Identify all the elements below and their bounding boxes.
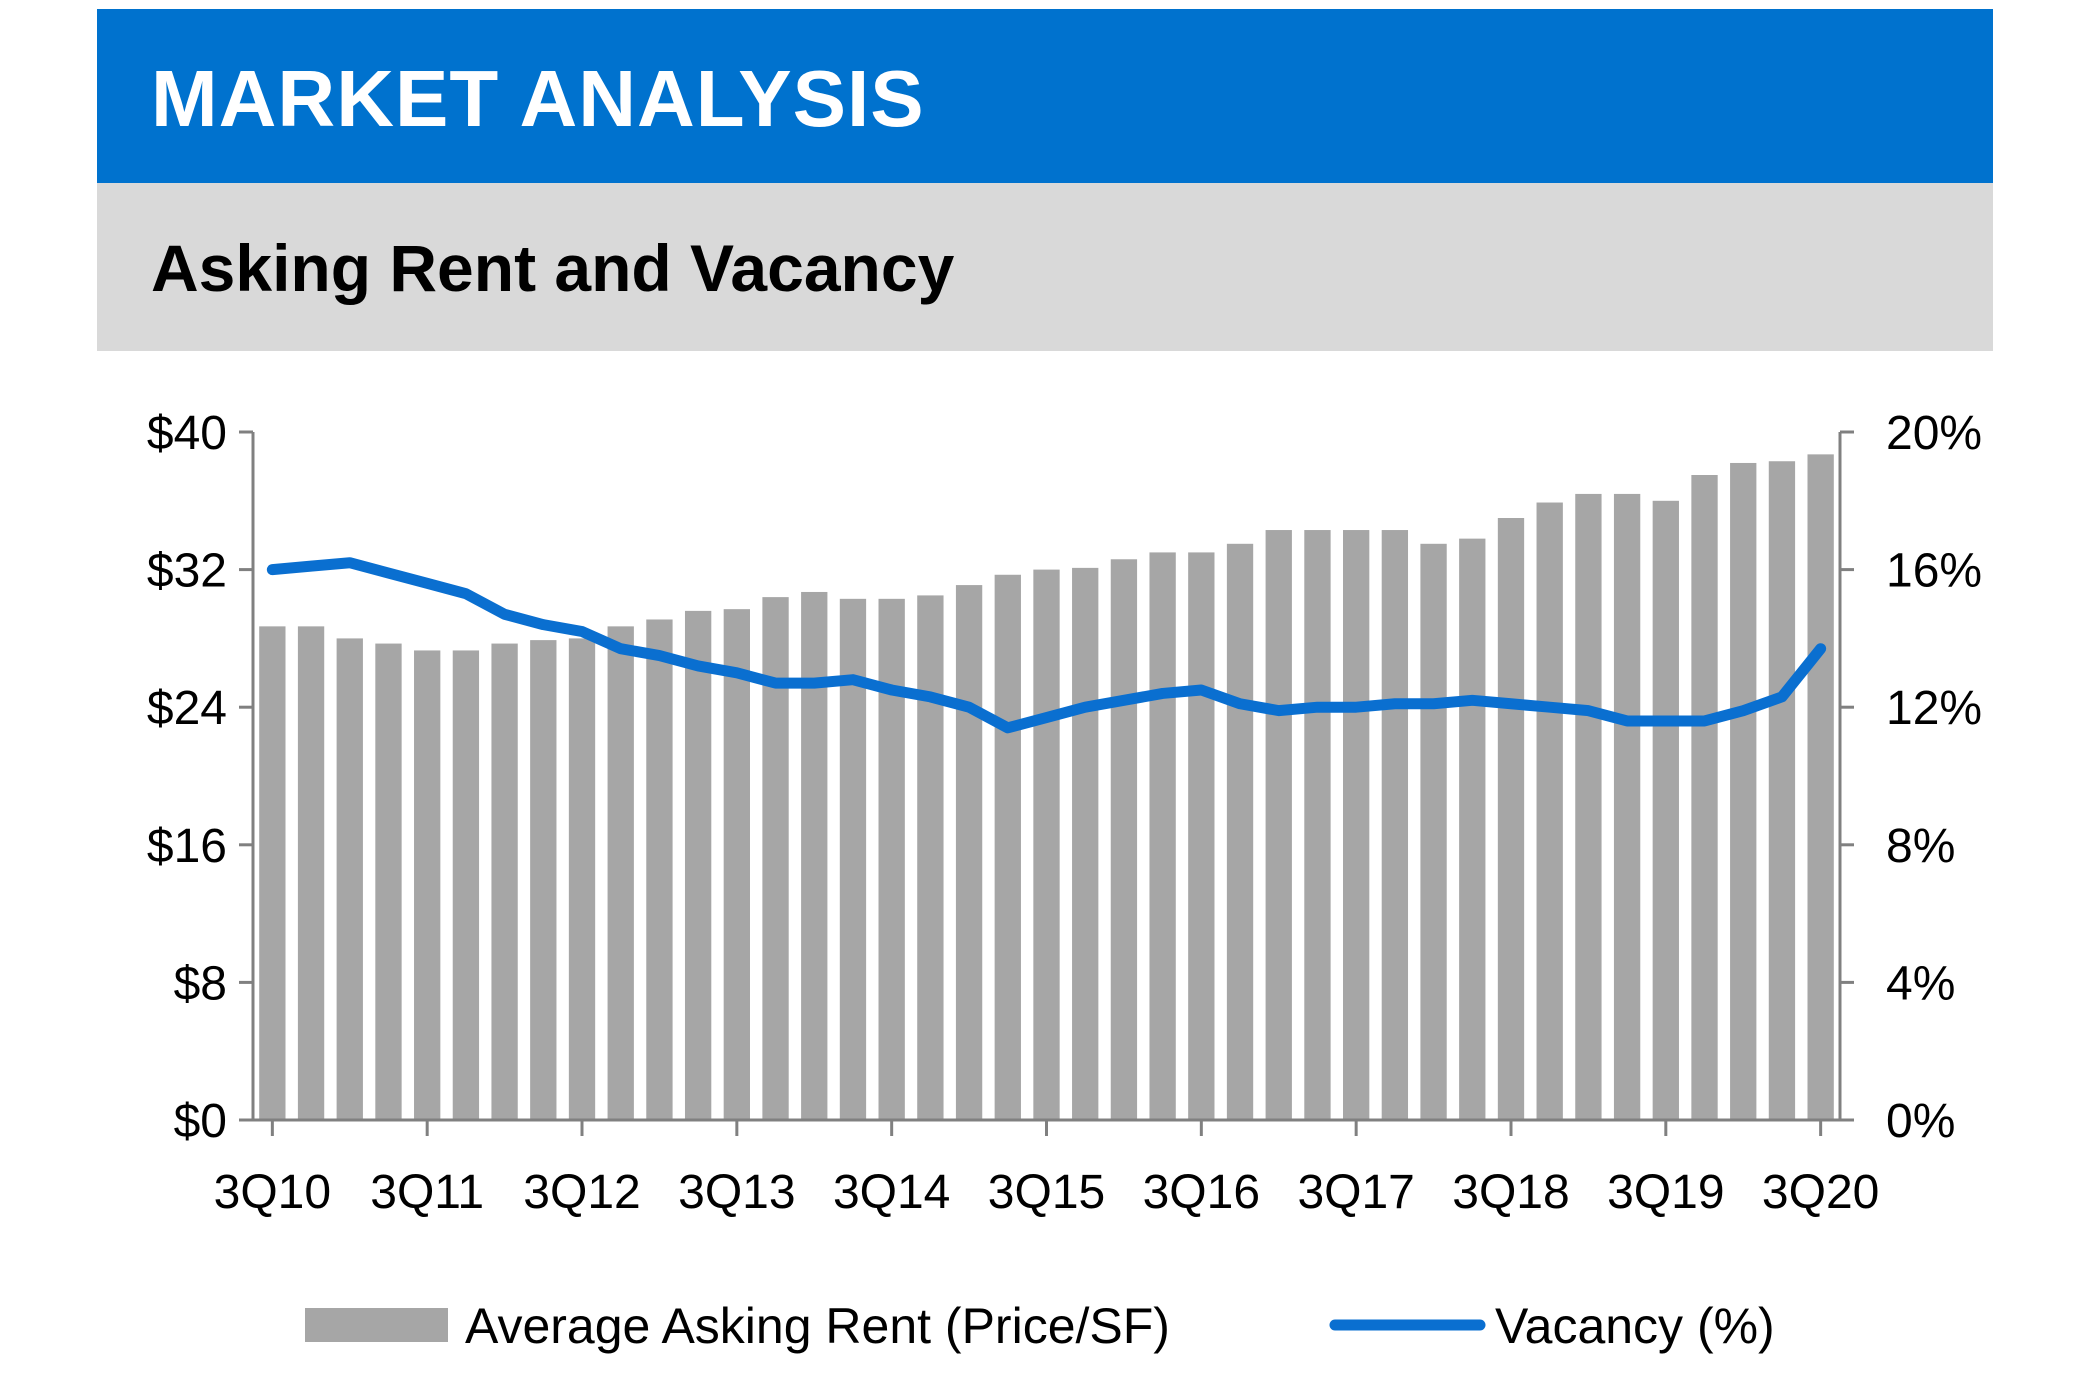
x-tick-label: 3Q18 bbox=[1452, 1166, 1569, 1219]
bar-1Q14 bbox=[801, 591, 828, 1120]
bar-2Q18 bbox=[1459, 538, 1486, 1120]
y-left-tick-label: $8 bbox=[174, 957, 227, 1010]
legend: Average Asking Rent (Price/SF) Vacancy (%… bbox=[305, 1298, 1775, 1354]
vacancy-line bbox=[266, 557, 1827, 734]
bar-4Q14 bbox=[917, 595, 944, 1120]
legend-swatch-rent bbox=[305, 1308, 448, 1342]
bar-3Q13 bbox=[723, 609, 751, 1120]
bars-layer bbox=[259, 454, 1834, 1121]
labels-layer: $0 0% $8 4% $16 8% $24 12% $32 16% $40 20% 3Q10 3Q11 3… bbox=[147, 407, 1982, 1219]
y-left-tick-label: $32 bbox=[147, 545, 227, 598]
bar-1Q19 bbox=[1575, 493, 1602, 1120]
y-right-tick-label: 8% bbox=[1886, 820, 1955, 873]
bar-2Q13 bbox=[684, 610, 712, 1120]
x-tick-label: 3Q12 bbox=[523, 1166, 640, 1219]
y-right-tick-label: 20% bbox=[1886, 407, 1982, 460]
bar-3Q20 bbox=[1807, 454, 1834, 1120]
x-tick-label: 3Q14 bbox=[833, 1166, 950, 1219]
bar-1Q18 bbox=[1420, 543, 1447, 1120]
bar-3Q17 bbox=[1342, 530, 1370, 1120]
page-title: MARKET ANALYSIS bbox=[151, 54, 925, 143]
x-tick-label: 3Q13 bbox=[678, 1166, 795, 1219]
bar-1Q12 bbox=[491, 643, 518, 1120]
bar-2Q19 bbox=[1613, 493, 1641, 1120]
bar-1Q13 bbox=[646, 619, 673, 1120]
bar-2Q11 bbox=[375, 643, 402, 1120]
bar-2Q20 bbox=[1768, 461, 1796, 1120]
bar-1Q11 bbox=[336, 638, 363, 1120]
axes-layer bbox=[239, 430, 1854, 1136]
y-right-tick-label: 16% bbox=[1886, 545, 1982, 598]
bar-3Q16 bbox=[1188, 552, 1215, 1120]
bar-2Q15 bbox=[994, 574, 1021, 1120]
bar-2Q16 bbox=[1149, 552, 1176, 1120]
bar-3Q18 bbox=[1497, 518, 1525, 1120]
y-left-tick-label: $16 bbox=[147, 820, 227, 873]
x-tick-label: 3Q10 bbox=[214, 1166, 331, 1219]
bar-3Q19 bbox=[1652, 500, 1679, 1120]
bar-4Q19 bbox=[1691, 475, 1718, 1120]
bar-3Q10 bbox=[259, 626, 286, 1120]
x-tick-label: 3Q11 bbox=[370, 1166, 484, 1219]
bar-4Q12 bbox=[607, 626, 634, 1120]
bar-3Q12 bbox=[568, 638, 596, 1120]
bar-2Q17 bbox=[1304, 530, 1331, 1120]
chart-title: Asking Rent and Vacancy bbox=[151, 231, 955, 305]
bar-2Q12 bbox=[530, 640, 557, 1120]
bar-4Q17 bbox=[1381, 530, 1409, 1120]
y-right-tick-label: 0% bbox=[1886, 1095, 1955, 1148]
bar-3Q14 bbox=[878, 598, 905, 1120]
y-right-tick-label: 4% bbox=[1886, 957, 1955, 1010]
y-left-tick-label: $40 bbox=[147, 407, 227, 460]
y-left-tick-label: $0 bbox=[174, 1095, 227, 1148]
legend-label-vacancy: Vacancy (%) bbox=[1495, 1298, 1775, 1354]
bar-3Q15 bbox=[1033, 569, 1060, 1120]
y-right-tick-label: 12% bbox=[1886, 682, 1982, 735]
bar-4Q15 bbox=[1072, 567, 1099, 1120]
x-tick-label: 3Q15 bbox=[988, 1166, 1105, 1219]
bar-4Q10 bbox=[297, 626, 325, 1120]
bar-4Q18 bbox=[1536, 502, 1563, 1120]
chart-title-bar: Asking Rent and Vacancy bbox=[97, 183, 1993, 351]
bar-4Q11 bbox=[452, 650, 480, 1120]
bar-1Q20 bbox=[1730, 462, 1757, 1121]
legend-label-rent: Average Asking Rent (Price/SF) bbox=[465, 1298, 1170, 1354]
x-tick-label: 3Q19 bbox=[1607, 1166, 1724, 1219]
bar-4Q16 bbox=[1226, 543, 1254, 1120]
bar-1Q15 bbox=[955, 585, 983, 1120]
x-tick-label: 3Q20 bbox=[1762, 1166, 1879, 1219]
line-layer bbox=[266, 557, 1827, 734]
bar-1Q17 bbox=[1265, 530, 1292, 1120]
bar-1Q16 bbox=[1110, 559, 1138, 1120]
x-tick-label: 3Q17 bbox=[1297, 1166, 1414, 1219]
header-banner: MARKET ANALYSIS bbox=[97, 9, 1993, 183]
x-tick-label: 3Q16 bbox=[1143, 1166, 1260, 1219]
bar-3Q11 bbox=[414, 650, 441, 1120]
y-left-tick-label: $24 bbox=[147, 682, 227, 735]
